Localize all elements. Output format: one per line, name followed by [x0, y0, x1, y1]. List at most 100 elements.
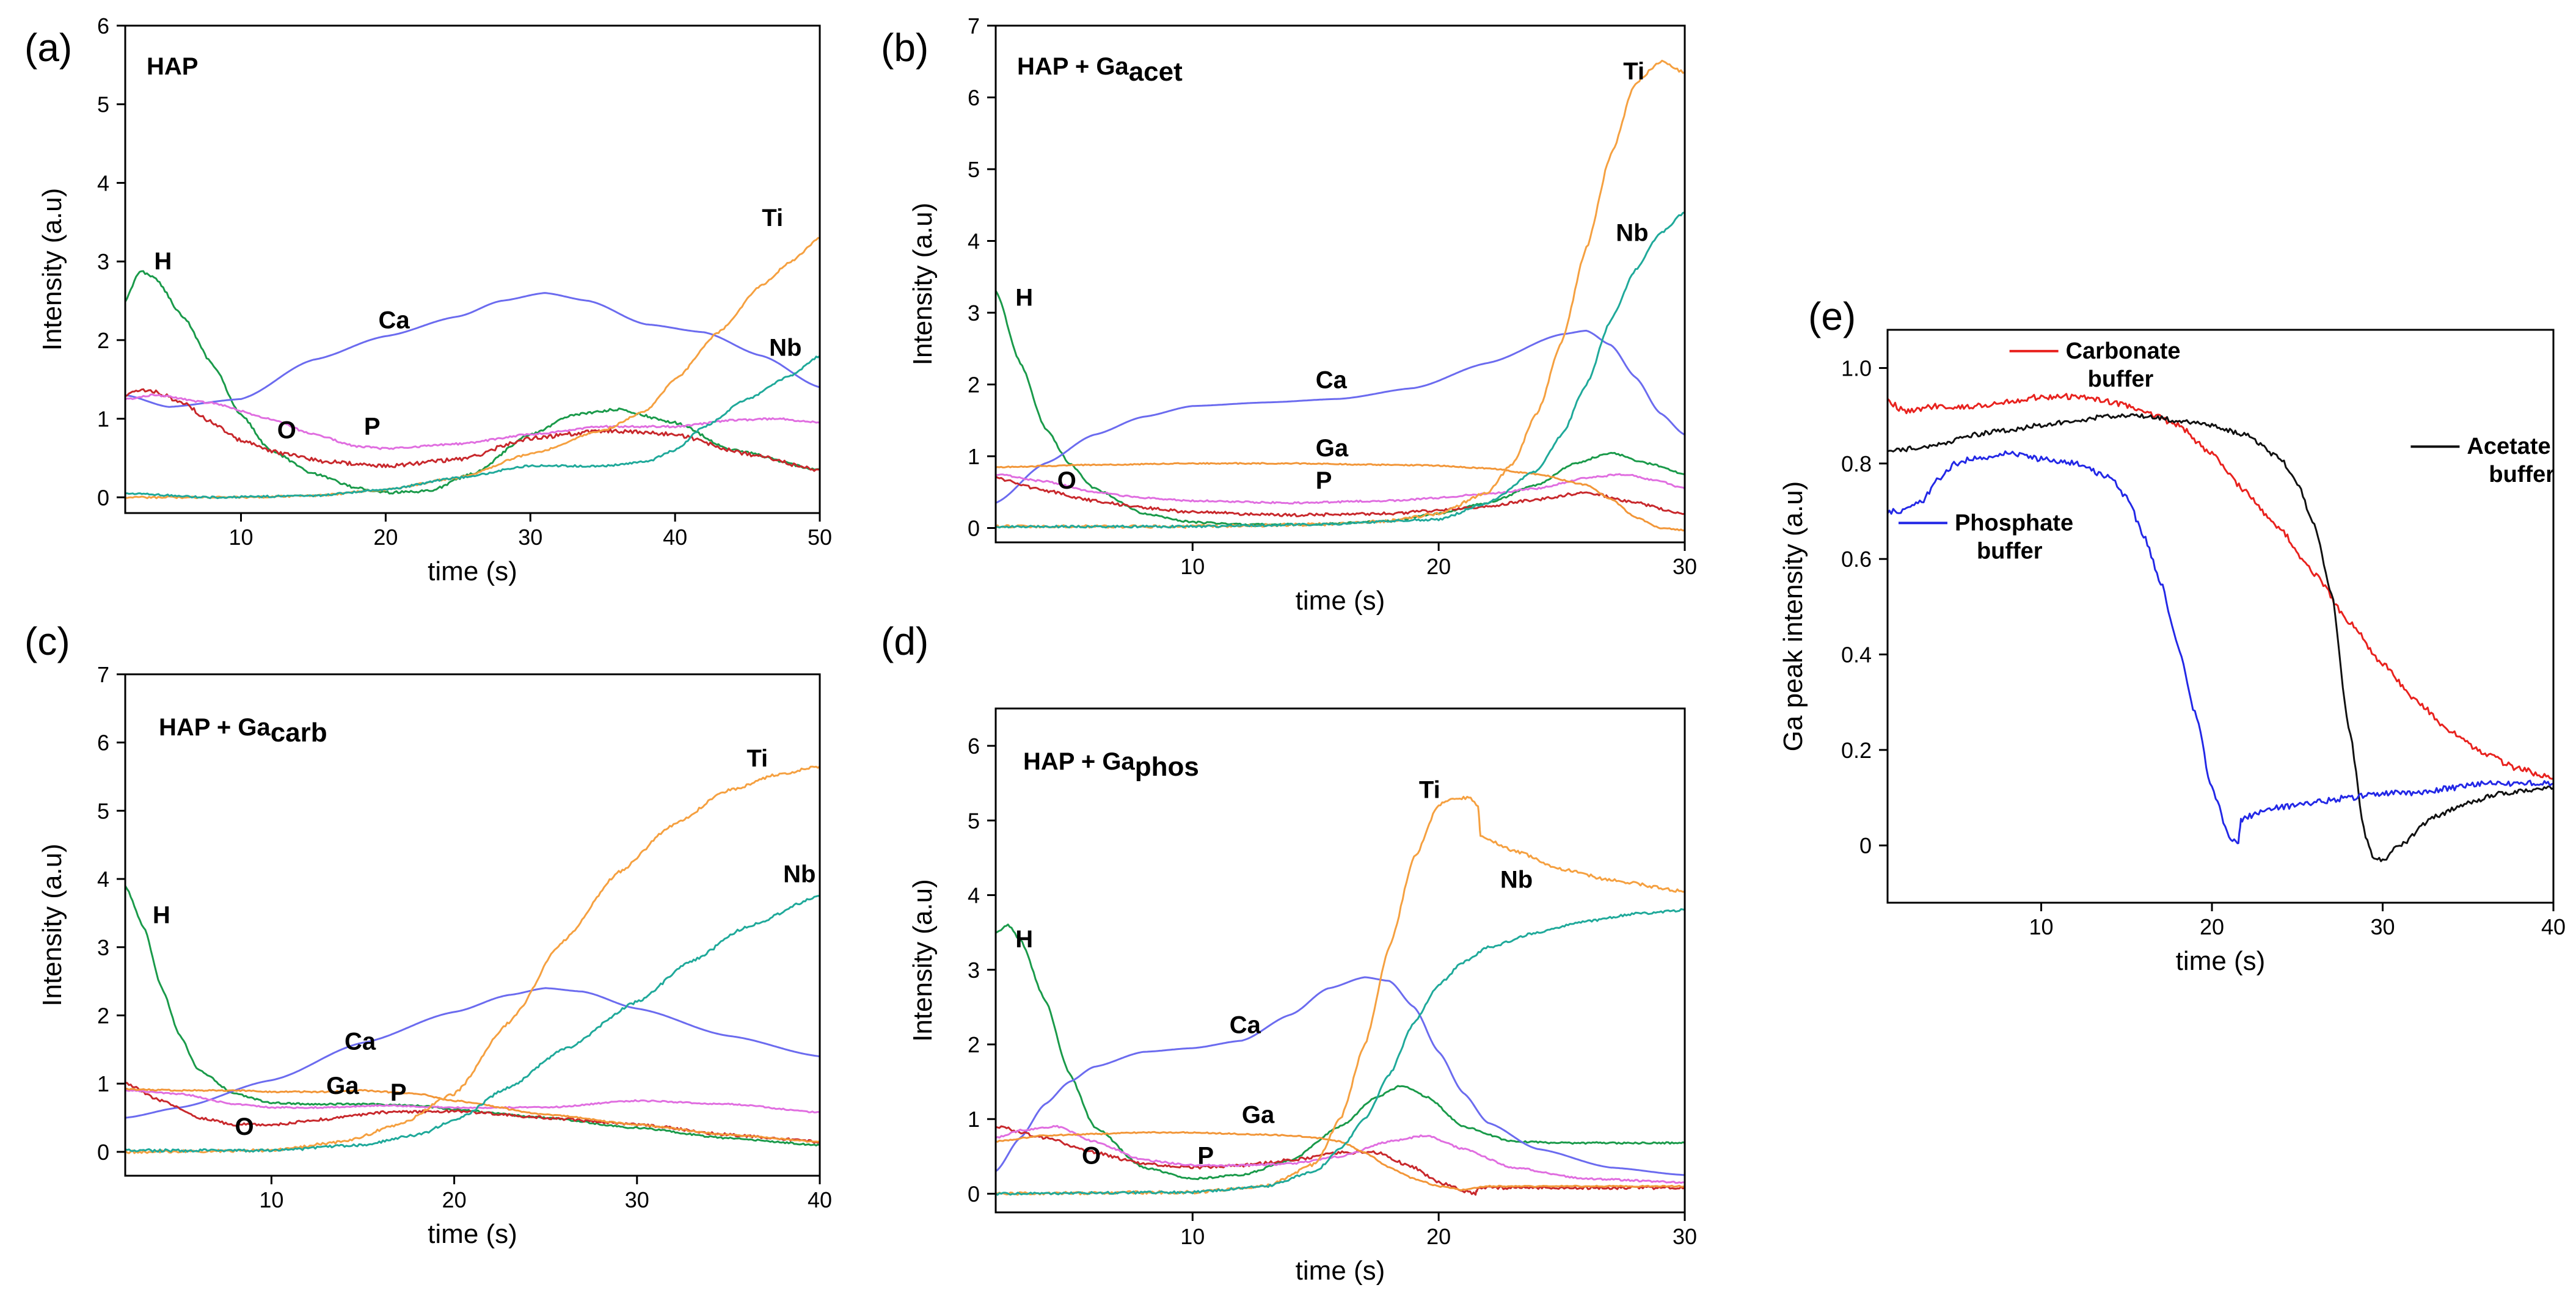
panel-a-x-tick-label: 10 [228, 525, 253, 550]
panel-d-x-tick-label: 10 [1180, 1224, 1205, 1249]
panel-c-series-label-nb: Nb [783, 861, 815, 888]
panel-e-label: (e) [1808, 294, 1856, 338]
panel-a-series-ti [125, 237, 820, 500]
panel-e-y-tick-label: 0.6 [1841, 547, 1872, 572]
panel-d-series-label-ti: Ti [1419, 777, 1440, 804]
panel-c-series-p [125, 1089, 820, 1113]
panel-b-series-label-p: P [1316, 467, 1332, 494]
panel-b-series-label-nb: Nb [1616, 220, 1648, 247]
panel-b-series-o [996, 475, 1685, 517]
panel-d-y-tick-label: 3 [968, 958, 980, 983]
panel-e-y-tick-label: 0.8 [1841, 451, 1872, 476]
panel-c-series-label-ca: Ca [345, 1028, 376, 1055]
panel-b-y-tick-label: 0 [968, 516, 980, 541]
panel-c-series-label-h: H [153, 902, 170, 929]
panel-c-series-nb [125, 895, 820, 1153]
panel-c-series-label-o: O [235, 1113, 254, 1140]
panel-c-title-subscript: carb [271, 718, 327, 748]
panel-a-y-tick-label: 2 [97, 328, 109, 353]
panel-a-plot-frame [124, 24, 821, 514]
panel-b-title-subscript: acet [1129, 57, 1183, 87]
panel-c-series-ga [125, 1087, 820, 1143]
panel-d-series-o [996, 1125, 1685, 1196]
panel-a-series-group [125, 237, 820, 500]
panel-a-series-label-p: P [364, 413, 381, 440]
panel-b-series-label-o: O [1057, 467, 1076, 494]
panel-a: 10 20 30 40 50 0 1 2 3 4 5 6 time (s) Intensity (a.u)… [24, 13, 832, 586]
panel-b: 10 20 30 0 1 2 3 4 5 6 7 time (s) Intensity (a.u) (b)… [881, 13, 1697, 616]
panel-e-x-tick-label: 30 [2370, 914, 2395, 939]
panel-c-y-tick-label: 0 [97, 1140, 109, 1165]
panel-d-label: (d) [881, 619, 929, 663]
panel-b-y-tick-label: 5 [968, 157, 980, 182]
panel-d-y-tick-label: 0 [968, 1181, 980, 1206]
panel-c-title: HAP + Gacarb [159, 714, 327, 748]
panel-d-y-tick-label: 5 [968, 808, 980, 833]
panel-b-plot-frame [994, 24, 1686, 544]
panel-a-title-main: HAP [147, 53, 198, 80]
panel-c-series-label-ti: Ti [746, 745, 768, 772]
panel-d-series-h [996, 923, 1685, 1181]
panel-a-x-tick-label: 50 [808, 525, 832, 550]
panel-d-y-axis-title: Intensity (a.u) [908, 879, 938, 1042]
panel-b-series-ca [996, 329, 1685, 504]
panel-e-y-tick-label: 0 [1859, 833, 1872, 858]
panel-b-series-p [996, 473, 1685, 505]
panel-c-y-tick-label: 3 [97, 935, 109, 960]
panel-b-y-axis-title: Intensity (a.u) [908, 203, 938, 366]
panel-d-x-tick-label: 20 [1426, 1224, 1451, 1249]
panel-e-y-tick-label: 0.4 [1841, 643, 1872, 668]
panel-e-y-tick-label: 0.2 [1841, 738, 1872, 763]
panel-a-label: (a) [24, 26, 72, 70]
panel-b-y-tick-label: 7 [968, 13, 980, 38]
panel-e-x-tick-label: 10 [2029, 914, 2054, 939]
panel-c-x-tick-label: 10 [259, 1187, 283, 1212]
panel-e-legend-text-phosphate: Phosphate [1955, 510, 2073, 536]
panel-a-series-label-o: O [277, 417, 296, 444]
panel-b-series-ga [996, 462, 1685, 532]
panel-b-y-tick-label: 4 [968, 229, 980, 254]
panel-a-series-h [125, 270, 820, 495]
panel-d-plot-frame [994, 707, 1686, 1214]
panel-c-series-label-ga: Ga [326, 1073, 359, 1099]
panel-d-series-ca [996, 976, 1685, 1176]
panel-b-series-h [996, 290, 1685, 526]
panel-e-series-phosphate [1888, 450, 2553, 845]
panel-e-plot-frame [1886, 329, 2555, 904]
panel-b-x-axis-title: time (s) [1296, 586, 1385, 616]
panel-a-series-ca [125, 292, 820, 408]
panel-e-x-tick-label: 20 [2200, 914, 2224, 939]
panel-b-series-label-ti: Ti [1623, 58, 1644, 85]
panel-a-x-tick-label: 40 [663, 525, 687, 550]
panel-d-series-label-o: O [1082, 1143, 1101, 1170]
panel-c-series-ti [125, 765, 820, 1154]
panel-e-series-acetate [1888, 413, 2553, 862]
panel-d-y-tick-label: 2 [968, 1032, 980, 1057]
panel-b-series-label-h: H [1015, 284, 1033, 311]
panel-e-x-tick-label: 40 [2541, 914, 2566, 939]
panel-b-series-nb [996, 211, 1685, 529]
panel-a-x-tick-label: 20 [373, 525, 398, 550]
panel-b-x-tick-label: 20 [1426, 554, 1451, 579]
panel-a-title: HAP [147, 53, 198, 80]
panel-a-y-tick-label: 0 [97, 485, 109, 510]
panel-a-series-nb [125, 355, 820, 500]
panel-c-plot-frame [124, 673, 821, 1177]
panel-a-series-label-nb: Nb [769, 335, 801, 362]
panel-d-x-axis-title: time (s) [1296, 1256, 1385, 1286]
panel-d-series-group [996, 796, 1685, 1196]
panel-c-series-h [125, 884, 820, 1147]
panel-a-y-tick-label: 5 [97, 92, 109, 117]
panel-a-series-p [125, 393, 820, 450]
panel-b-y-tick-label: 2 [968, 373, 980, 398]
panel-e-legend-text-phosphate: buffer [1977, 538, 2043, 564]
panel-a-y-tick-label: 3 [97, 249, 109, 274]
panel-b-title: HAP + Gaacet [1017, 53, 1183, 87]
panel-a-y-tick-label: 6 [97, 13, 109, 38]
panel-e-legend-text-acetate: buffer [2489, 462, 2555, 487]
panel-b-y-tick-label: 1 [968, 444, 980, 469]
panel-c-series-label-p: P [390, 1079, 407, 1106]
panel-c-y-tick-label: 2 [97, 1003, 109, 1029]
panel-c-y-tick-label: 1 [97, 1071, 109, 1096]
